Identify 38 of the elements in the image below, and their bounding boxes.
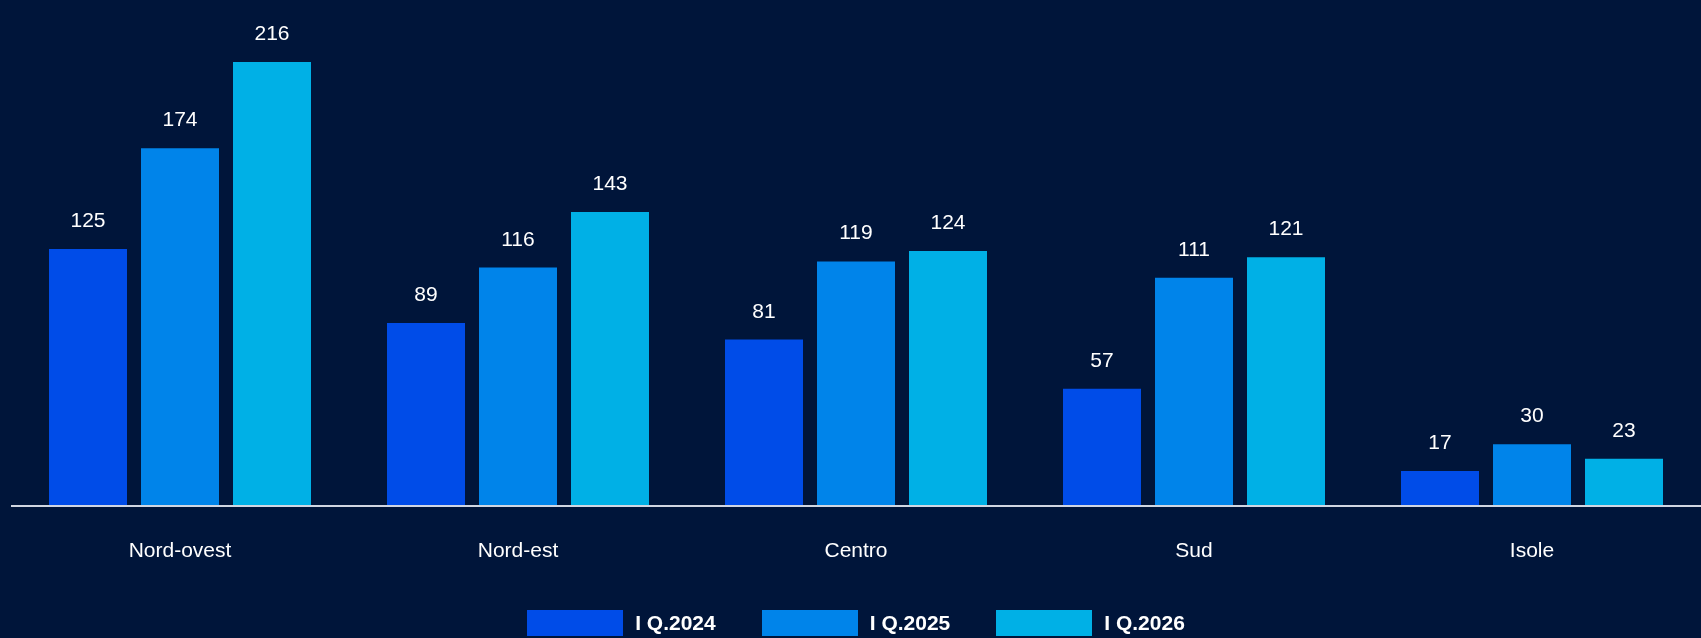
bar	[725, 339, 803, 506]
data-label: 125	[70, 208, 106, 232]
data-label: 23	[1612, 417, 1636, 441]
data-label: 174	[162, 107, 198, 131]
bar	[1247, 257, 1325, 506]
bar	[141, 148, 219, 506]
bar	[49, 249, 127, 506]
data-label: 81	[752, 298, 776, 322]
data-label: 30	[1520, 403, 1544, 427]
bar	[1493, 444, 1571, 506]
data-label: 216	[254, 21, 290, 44]
bar	[909, 251, 987, 506]
x-tick-label: Centro	[824, 537, 888, 561]
data-label: 89	[414, 282, 438, 306]
data-label: 111	[1178, 236, 1210, 260]
legend-label: I Q.2026	[1104, 611, 1185, 635]
data-label: 119	[839, 220, 873, 244]
legend-label: I Q.2024	[635, 611, 716, 635]
data-label: 124	[930, 210, 966, 234]
x-tick-label: Nord-est	[477, 537, 559, 561]
bar	[817, 261, 895, 506]
bar	[233, 62, 311, 506]
x-tick-label: Nord-ovest	[128, 537, 232, 561]
bar	[479, 267, 557, 506]
x-tick-label: Sud	[1175, 537, 1213, 561]
bar	[571, 212, 649, 506]
legend-label: I Q.2025	[869, 611, 951, 635]
x-tick-label: Isole	[1509, 537, 1555, 561]
bar	[1585, 458, 1663, 506]
data-label: 116	[501, 226, 535, 250]
bar	[1401, 471, 1479, 506]
bar	[387, 323, 465, 506]
data-label: 17	[1428, 430, 1452, 454]
data-label: 121	[1268, 216, 1304, 240]
bar	[1155, 277, 1233, 506]
data-label: 143	[592, 171, 628, 195]
data-label: 57	[1090, 347, 1114, 371]
bar	[1063, 388, 1141, 506]
